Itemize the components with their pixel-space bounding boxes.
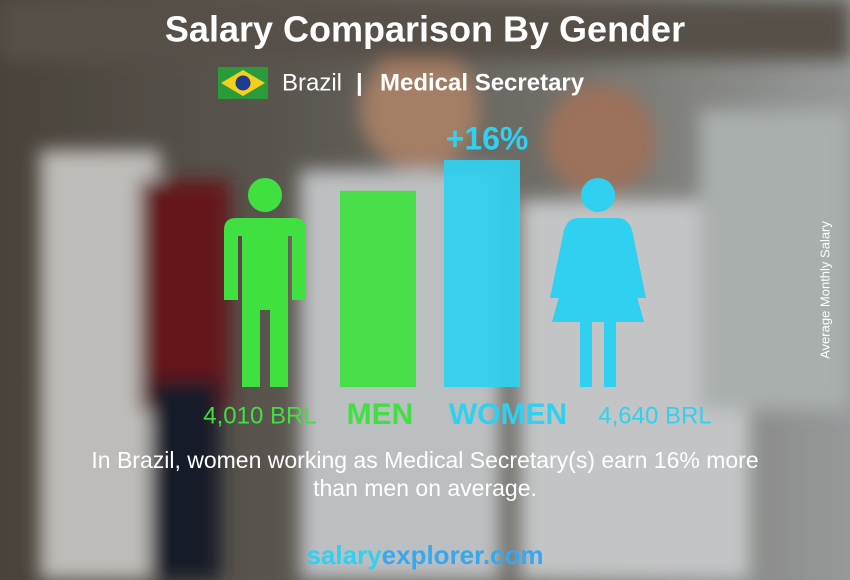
value-label: 4,010 BRL xyxy=(203,402,316,429)
man-icon xyxy=(224,218,306,387)
category-label: MEN xyxy=(347,398,414,431)
axis-label: Average Monthly Salary xyxy=(817,221,832,359)
value-label: 4,640 BRL xyxy=(598,402,711,429)
woman-icon xyxy=(581,178,615,212)
woman-icon xyxy=(550,218,646,387)
chart-title: Salary Comparison By Gender xyxy=(165,9,685,50)
job-title: Medical Secretary xyxy=(380,69,585,96)
bar xyxy=(340,190,416,387)
footer-part: salary xyxy=(306,540,382,570)
man-icon xyxy=(248,178,282,212)
footer-part: explorer.com xyxy=(382,540,544,570)
flag xyxy=(218,67,268,99)
bar xyxy=(444,160,520,387)
country: Brazil xyxy=(282,69,342,96)
footer[interactable]: salaryexplorer.com xyxy=(306,540,543,570)
difference-label: +16% xyxy=(446,120,529,156)
category-label: WOMEN xyxy=(449,398,567,431)
description: than men on average. xyxy=(313,475,537,501)
separator: | xyxy=(356,69,363,96)
description: In Brazil, women working as Medical Secr… xyxy=(91,447,758,473)
